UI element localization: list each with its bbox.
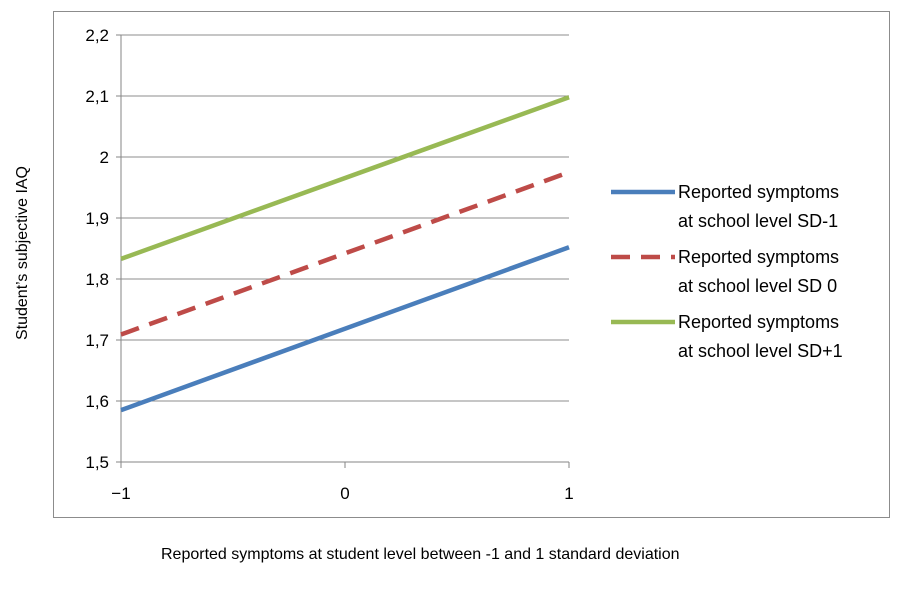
legend-label-1: at school level SD-1 (678, 211, 838, 231)
x-axis-title: Reported symptoms at student level betwe… (161, 546, 680, 563)
legend-label-1: Reported symptoms (678, 182, 839, 202)
y-axis-title: Student’s subjective IAQ (14, 165, 31, 341)
series-line-3 (120, 95, 570, 261)
y-tick-label: 2 (100, 148, 109, 167)
y-tick-label: 2,1 (85, 87, 109, 106)
x-tick-label: 1 (564, 484, 573, 503)
y-tick-label: 1,9 (85, 209, 109, 228)
series-line-2 (120, 170, 570, 337)
x-tick-label: −1 (111, 484, 130, 503)
line-chart: 1,5 1,6 1,7 1,8 1,9 2 2,1 2,2 −1 0 1 Reported sympt… (85, 26, 843, 503)
x-tick-label: 0 (340, 484, 349, 503)
legend-label-3: Reported symptoms (678, 312, 839, 332)
legend-label-3: at school level SD+1 (678, 341, 843, 361)
y-tick-label: 1,5 (85, 453, 109, 472)
y-axis-title-wrapper: Student’s subjective IAQ (8, 118, 38, 388)
y-tick-label: 2,2 (85, 26, 109, 45)
chart-frame: 1,5 1,6 1,7 1,8 1,9 2 2,1 2,2 −1 0 1 Reported sympt… (53, 11, 890, 518)
legend-label-2: Reported symptoms (678, 247, 839, 267)
series-line-1 (120, 245, 570, 413)
y-tick-label: 1,7 (85, 331, 109, 350)
legend-label-2: at school level SD 0 (678, 276, 837, 296)
y-tick-label: 1,6 (85, 392, 109, 411)
y-tick-label: 1,8 (85, 270, 109, 289)
